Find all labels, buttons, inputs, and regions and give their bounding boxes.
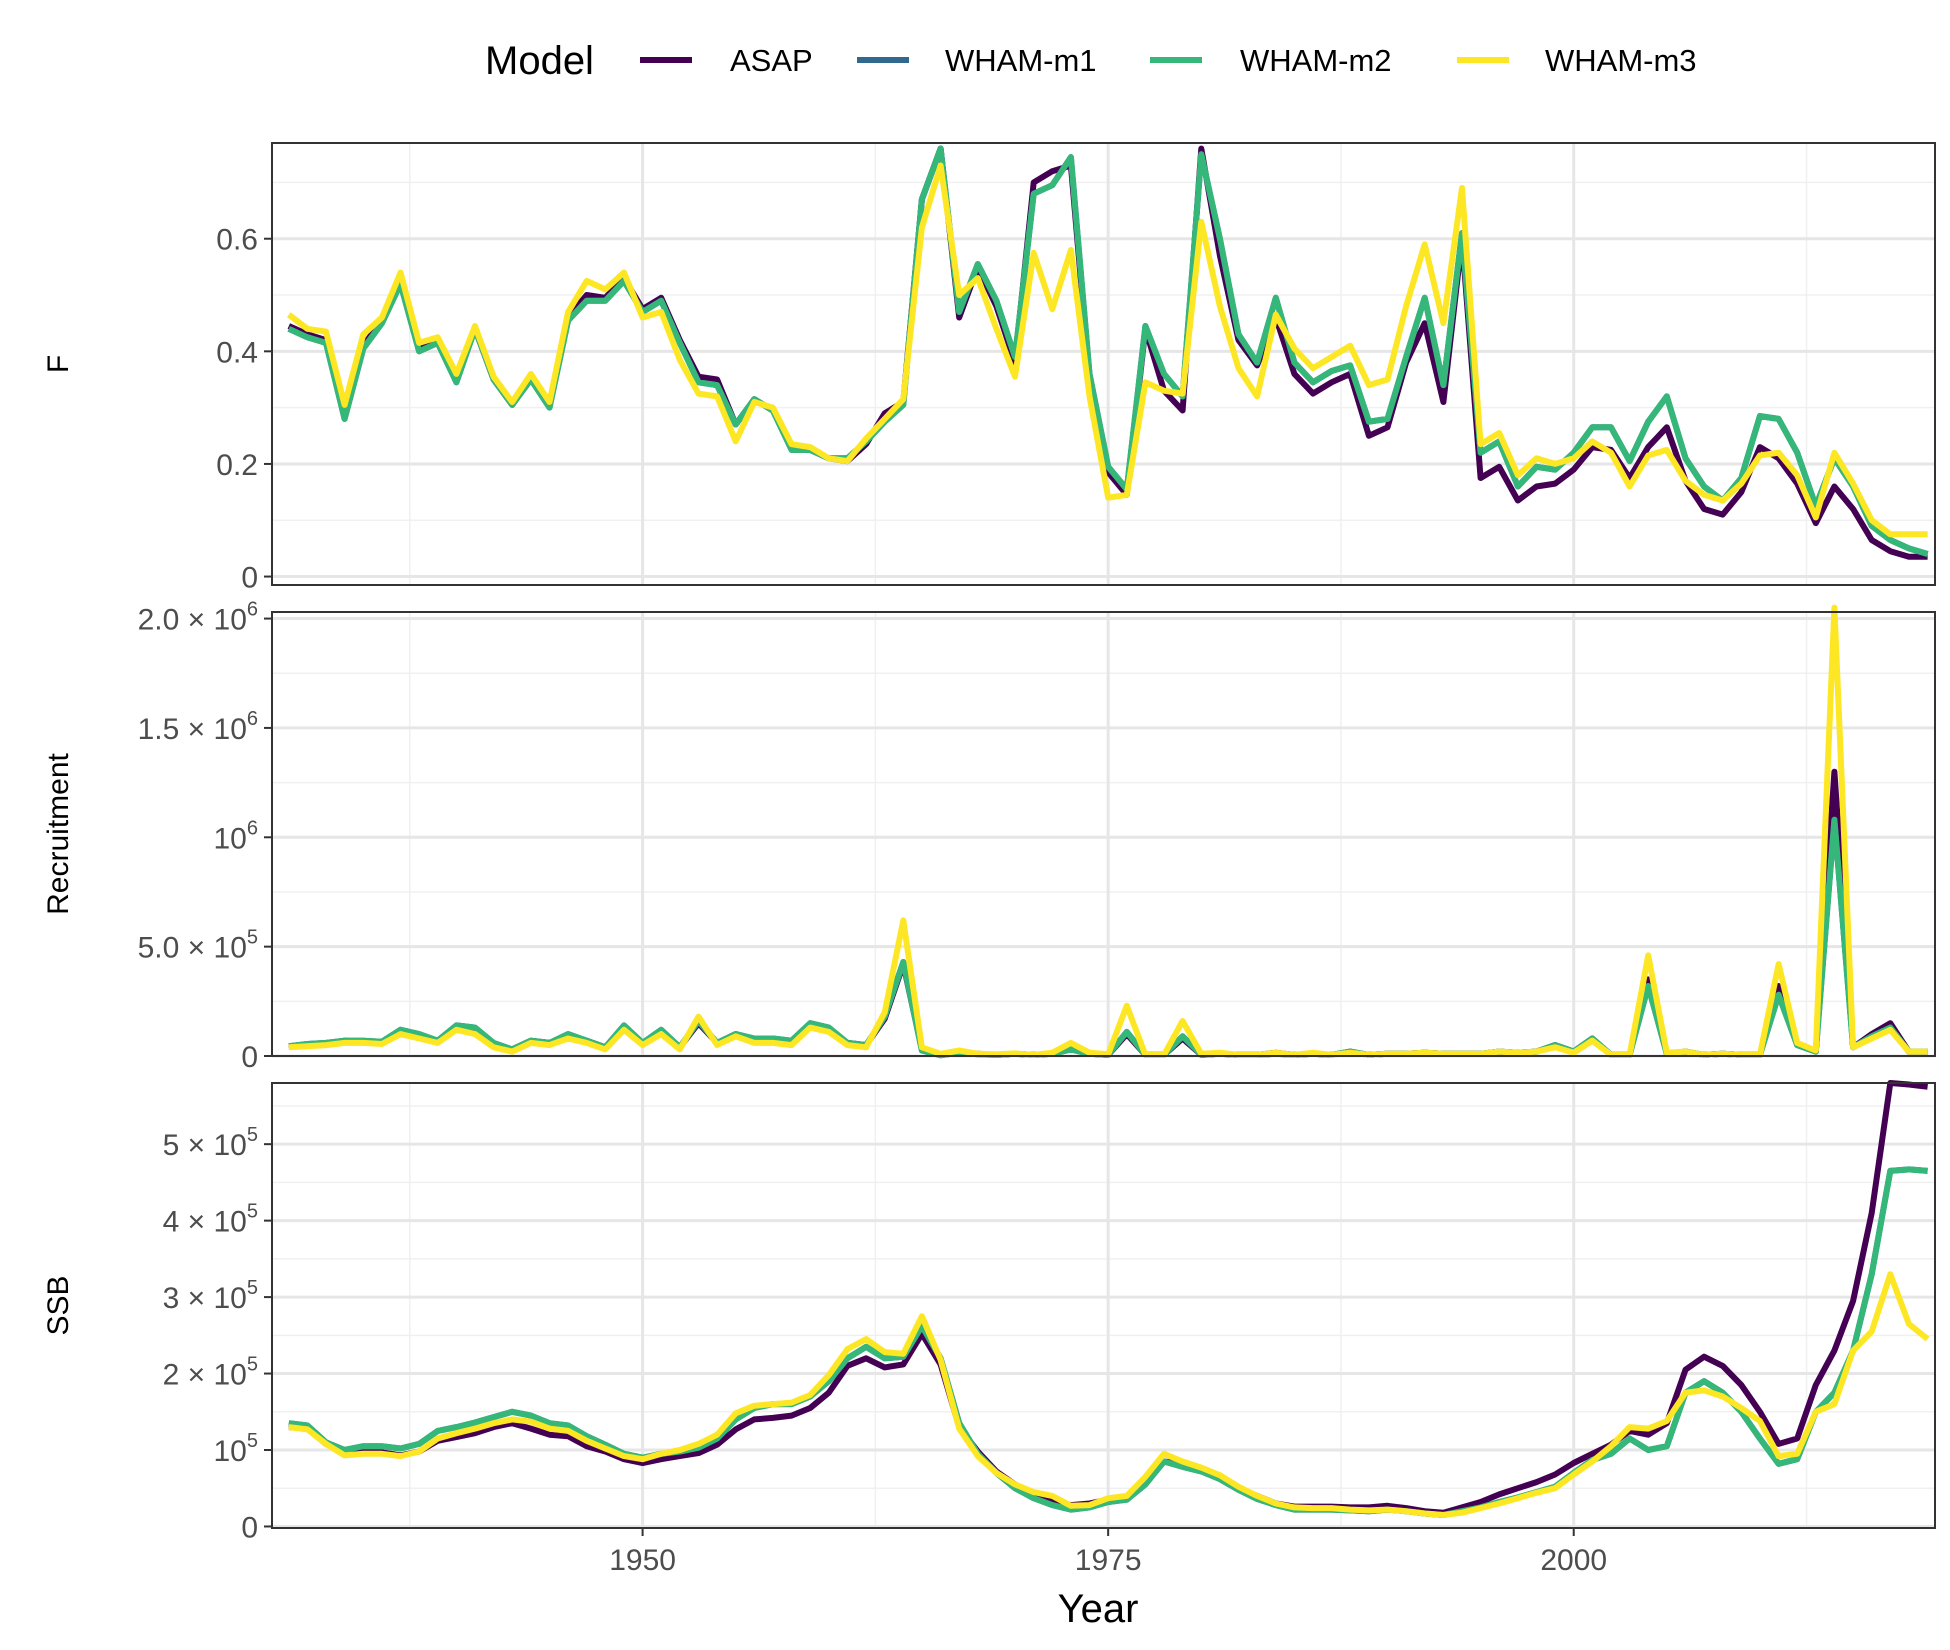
legend-item-0: ASAP [640,43,813,78]
legend-item-3: WHAM-m3 [1457,43,1697,78]
legend: Model ASAP WHAM-m1 WHAM-m2 WHAM-m3 [485,39,1697,83]
legend-item-1: WHAM-m1 [857,43,1097,78]
y-tick-label: 2 × 105 [163,1354,258,1392]
panel-background [272,612,1935,1056]
x-tick-label: 1975 [1075,1544,1142,1577]
legend-label-0: ASAP [730,43,813,78]
panel-border [271,1082,1936,1529]
y-tick-label: 5.0 × 105 [138,927,258,965]
y-tick-label: 0 [241,1041,258,1074]
panel-recruitment: 0 5.0 × 105 106 1.5 × 106 2.0 × 106 Recruitme… [42,599,1936,1074]
y-tick-label: 0.2 [216,449,258,482]
y-tick-label: 4 × 105 [163,1201,258,1239]
y-axis-title-ssb: SSB [42,1275,75,1335]
panel-ssb: 0 105 2 × 105 3 × 105 4 × 105 5 × 105 SSB [42,1080,1936,1544]
series-line-wham-m3 [288,604,1928,1058]
panel-f: 0 0.2 0.4 0.6 F [42,142,1936,595]
y-tick-label: 3 × 105 [163,1277,258,1315]
y-tick-label: 0 [241,1511,258,1544]
panel-background [272,143,1935,585]
y-axis-title-f: F [42,355,75,373]
panel-background [272,1083,1935,1528]
legend-item-2: WHAM-m2 [1150,43,1392,78]
panel-border [271,611,1936,1057]
x-tick-label: 2000 [1540,1544,1607,1577]
legend-label-3: WHAM-m3 [1545,43,1697,78]
y-tick-label: 105 [214,1430,259,1468]
y-tick-label: 0.6 [216,224,258,257]
series-line-wham-m2 [288,1166,1928,1518]
panel-border [271,142,1936,586]
y-tick-label: 5 × 105 [163,1124,258,1162]
legend-title: Model [485,39,594,83]
y-tick-label: 106 [214,817,259,855]
x-axis-title: Year [1058,1587,1139,1631]
y-tick-label: 1.5 × 106 [138,708,258,746]
series-line-wham-m3 [286,162,1928,538]
legend-label-1: WHAM-m1 [945,43,1097,78]
series-line-wham-m3 [288,1271,1930,1518]
y-tick-label: 0 [241,562,258,595]
y-axis-title-recruitment: Recruitment [42,752,75,914]
legend-label-2: WHAM-m2 [1240,43,1392,78]
x-tick-label: 1950 [609,1544,676,1577]
y-tick-label: 2.0 × 106 [138,599,258,637]
y-tick-label: 0.4 [216,336,258,369]
